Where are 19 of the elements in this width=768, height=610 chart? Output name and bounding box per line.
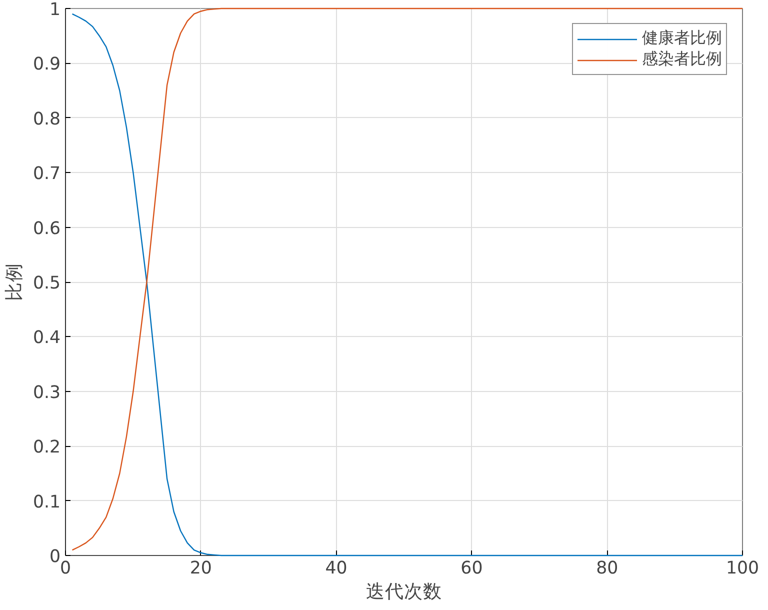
- x-tick-label: 100: [726, 558, 760, 578]
- y-tick-label: 0.1: [32, 492, 61, 512]
- y-tick-label: 0.8: [32, 109, 61, 130]
- y-tick-label: 0.9: [32, 54, 61, 75]
- y-tick-label: 0.2: [32, 438, 61, 458]
- y-tick-label: 0.4: [32, 328, 61, 348]
- y-tick-label: 0.6: [32, 218, 61, 239]
- x-tick-label: 20: [190, 558, 212, 578]
- x-tick-label: 40: [325, 558, 348, 578]
- x-tick-label: 60: [460, 558, 483, 578]
- y-tick-label: 0.5: [32, 274, 61, 294]
- x-axis-title: 迭代次数: [366, 582, 442, 602]
- x-tick-label: 80: [596, 558, 618, 578]
- y-tick-label: 1: [49, 0, 61, 20]
- y-axis-title: 比例: [4, 263, 25, 301]
- y-tick-label: 0.7: [32, 164, 61, 184]
- y-tick-label: 0.3: [32, 382, 61, 403]
- legend-label: 感染者比例: [642, 49, 722, 70]
- legend-label: 健康者比例: [642, 28, 722, 49]
